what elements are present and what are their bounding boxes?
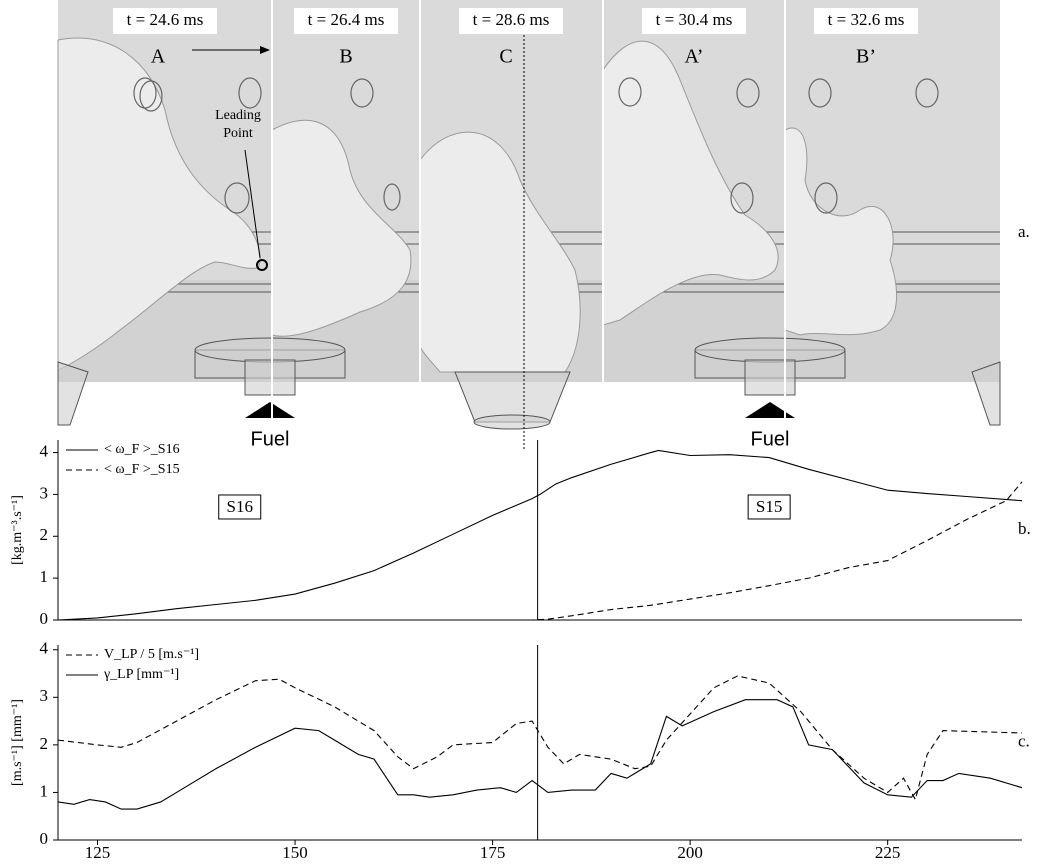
injectors bbox=[57, 337, 1001, 430]
region-label: S15 bbox=[756, 497, 782, 516]
y-tick-label: 1 bbox=[40, 567, 49, 586]
y-axis-label: [kg.m⁻³.s⁻¹] bbox=[10, 495, 25, 565]
fuel-label: Fuel bbox=[251, 428, 290, 450]
flame bbox=[271, 119, 412, 337]
time-box bbox=[294, 8, 398, 34]
time-label: t = 30.4 ms bbox=[656, 10, 733, 29]
frame-letter: B’ bbox=[856, 46, 876, 68]
legend-label: γ_LP [mm⁻¹] bbox=[103, 667, 179, 682]
region-box bbox=[218, 494, 262, 520]
y-tick-label: 0 bbox=[40, 829, 49, 848]
flame bbox=[602, 40, 779, 326]
series-line bbox=[57, 675, 1023, 802]
time-label: t = 24.6 ms bbox=[127, 10, 204, 29]
panel-label: a. bbox=[1018, 222, 1030, 241]
x-tick-label: 150 bbox=[282, 843, 308, 862]
annotation: Leading bbox=[215, 108, 261, 123]
y-tick-label: 3 bbox=[40, 483, 49, 502]
legend-label: < ω_F >_S16 bbox=[104, 442, 180, 457]
x-tick-label: 225 bbox=[875, 843, 901, 862]
frame-letter: C bbox=[499, 46, 512, 68]
time-box bbox=[814, 8, 918, 34]
legend-label: < ω_F >_S15 bbox=[104, 462, 180, 477]
frame-letter: A’ bbox=[685, 46, 704, 68]
series-line bbox=[57, 699, 1023, 810]
time-label: t = 26.4 ms bbox=[308, 10, 385, 29]
holes bbox=[133, 77, 939, 214]
panel-label: b. bbox=[1018, 519, 1031, 538]
y-tick-label: 3 bbox=[40, 686, 49, 705]
x-tick-label: 200 bbox=[677, 843, 703, 862]
series-line bbox=[57, 449, 1023, 621]
y-tick-label: 2 bbox=[40, 734, 49, 753]
x-tick-label: 125 bbox=[85, 843, 111, 862]
time-box bbox=[642, 8, 746, 34]
panel-label: c. bbox=[1018, 731, 1030, 750]
time-boxes: t = 24.6 ms t = 26.4 ms t = 28.6 ms t = 30.… bbox=[113, 8, 918, 68]
time-box bbox=[459, 8, 563, 34]
flame bbox=[784, 127, 898, 336]
time-box bbox=[113, 8, 217, 34]
region-box bbox=[747, 494, 791, 520]
region-label: S16 bbox=[227, 497, 253, 516]
frame-separators bbox=[271, 0, 786, 430]
time-label: t = 32.6 ms bbox=[828, 10, 905, 29]
legend-label: V_LP / 5 [m.s⁻¹] bbox=[104, 647, 199, 662]
flame bbox=[419, 131, 581, 373]
y-tick-label: 4 bbox=[40, 639, 49, 658]
y-tick-label: 2 bbox=[40, 525, 49, 544]
annotation: Point bbox=[223, 126, 253, 141]
series-line bbox=[58, 481, 1023, 621]
frame-letter: A bbox=[151, 46, 166, 68]
leading-point-marker bbox=[256, 259, 268, 271]
y-axis-label: [m.s⁻¹] [mm⁻¹] bbox=[10, 699, 25, 786]
arrow-head bbox=[260, 46, 270, 54]
fuel-label: Fuel bbox=[751, 428, 790, 450]
time-label: t = 28.6 ms bbox=[473, 10, 550, 29]
frame-letter: B bbox=[339, 46, 352, 68]
charts: 0 1 2 3 4 [kg.m⁻³.s⁻¹] b. S16 S15 < ω_F >_S16 < ω_… bbox=[10, 440, 1031, 862]
y-tick-label: 1 bbox=[40, 781, 49, 800]
leading-point-arrow bbox=[244, 149, 261, 259]
y-tick-label: 4 bbox=[40, 441, 49, 460]
y-tick-label: 0 bbox=[40, 609, 49, 628]
panel-a: t = 24.6 ms t = 26.4 ms t = 28.6 ms t = 30.… bbox=[57, 0, 1030, 451]
x-tick-label: 175 bbox=[480, 843, 506, 862]
